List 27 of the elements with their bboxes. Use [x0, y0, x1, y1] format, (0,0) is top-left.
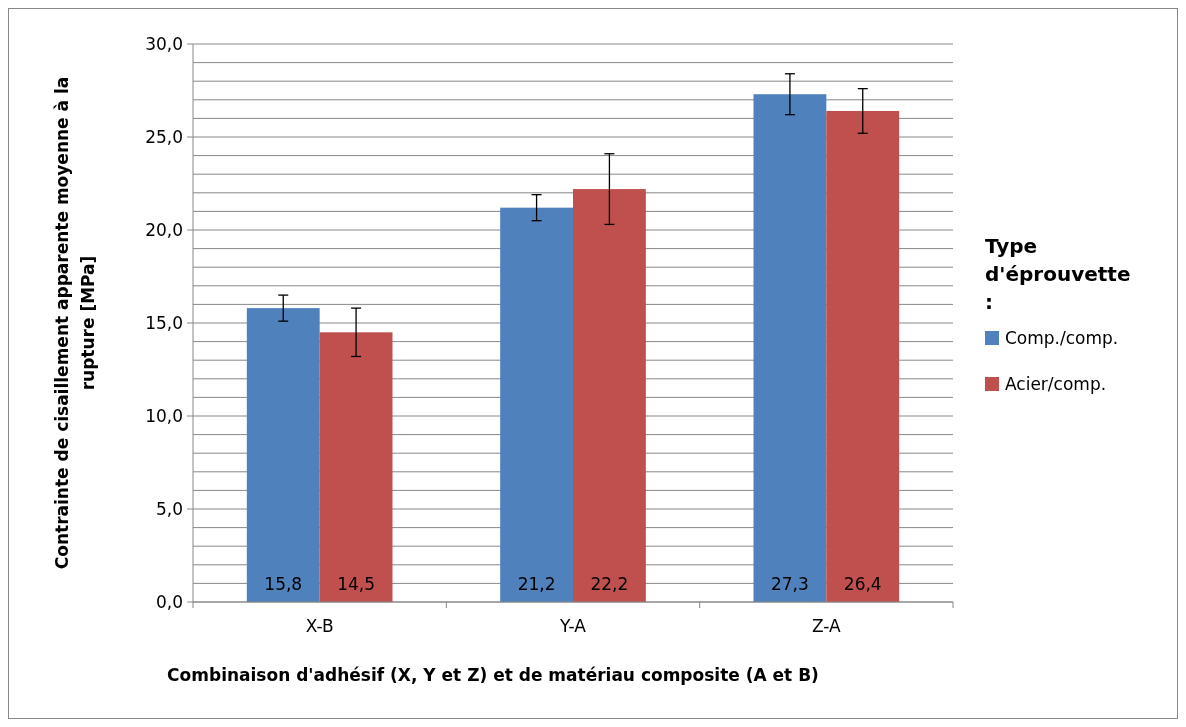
bar	[753, 94, 827, 602]
y-tick-label: 10,0	[145, 405, 183, 426]
data-label: 14,5	[337, 574, 376, 594]
x-tick-label: Y-A	[559, 616, 587, 636]
legend-label: Acier/comp.	[1005, 373, 1107, 394]
x-tick-label: X-B	[305, 616, 334, 636]
bar	[826, 110, 900, 602]
bar	[573, 189, 646, 602]
data-label: 27,3	[770, 574, 809, 594]
data-label: 15,8	[264, 574, 303, 594]
y-tick-label: 30,0	[145, 33, 183, 54]
data-label: 22,2	[590, 574, 629, 594]
y-tick-label: 15,0	[145, 312, 183, 333]
y-tick-label: 20,0	[145, 219, 183, 240]
bar	[319, 332, 393, 602]
x-tick-label: Z-A	[811, 616, 842, 636]
y-tick-label: 25,0	[145, 126, 183, 147]
y-tick-label: 0,0	[155, 591, 183, 612]
x-axis-title: Combinaison d'adhésif (X, Y et Z) et de matériau composite (A et B)	[167, 665, 819, 685]
legend-label: Comp./comp.	[1005, 327, 1119, 348]
data-label: 21,2	[517, 574, 556, 594]
y-tick-label: 5,0	[155, 498, 183, 519]
data-label: 26,4	[843, 574, 882, 594]
legend-title: Type d'éprouvette :	[985, 234, 1131, 314]
bar	[246, 308, 320, 602]
y-axis-title: Contrainte de cisaillement apparente moyenne à la rupture [MPa]	[52, 76, 98, 570]
bar	[500, 207, 573, 602]
